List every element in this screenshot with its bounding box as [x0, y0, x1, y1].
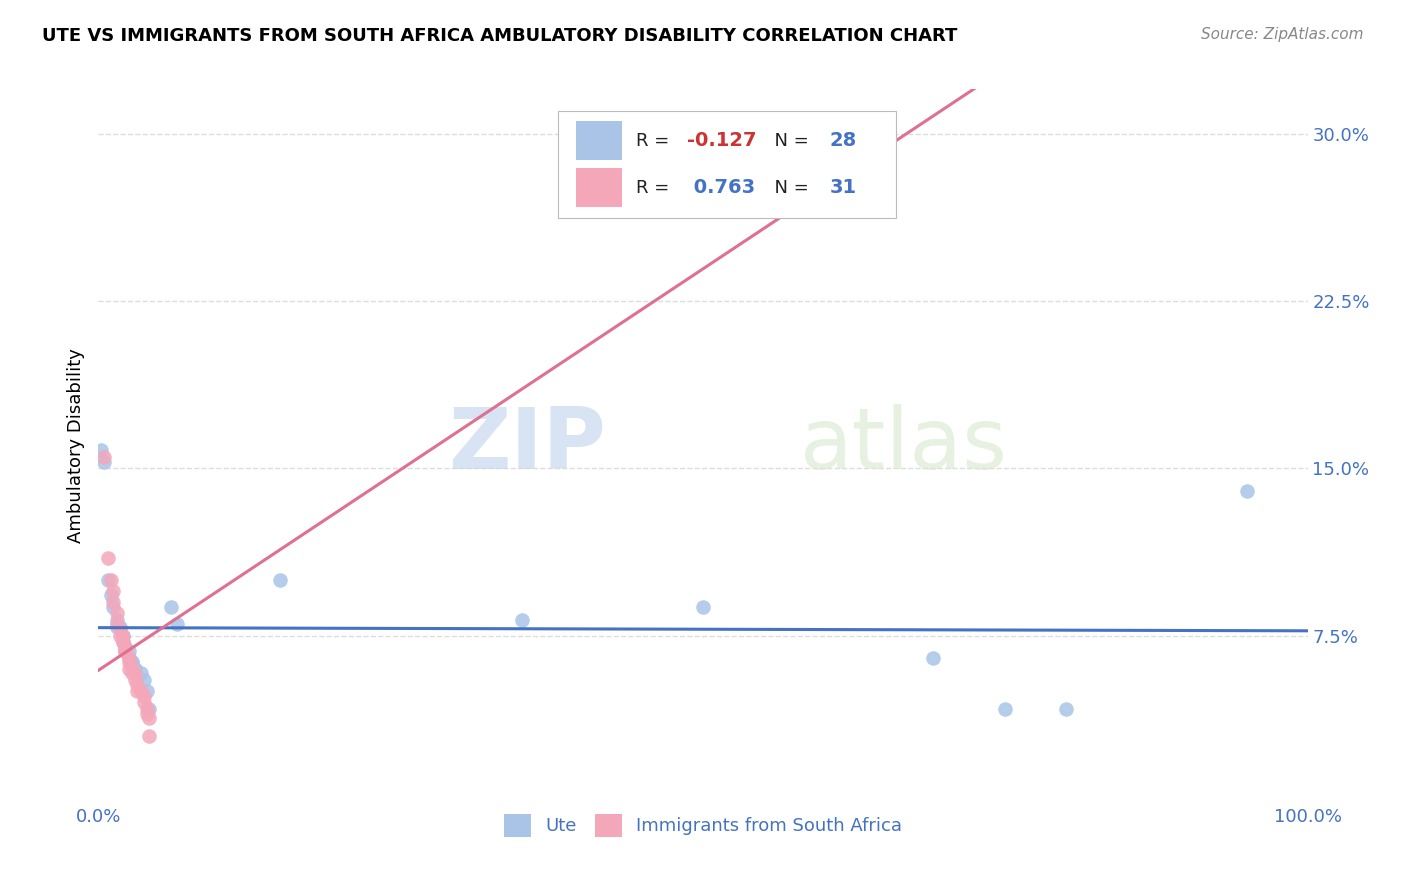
Point: [114, 640, 136, 654]
FancyBboxPatch shape: [558, 111, 897, 218]
Point: [101, 583, 124, 598]
Point: [100, 589, 122, 603]
Point: [97, 573, 120, 587]
Point: [124, 666, 146, 681]
Point: [105, 617, 128, 632]
Text: N =: N =: [763, 178, 815, 196]
Point: [101, 595, 124, 609]
Point: [114, 644, 136, 658]
Point: [692, 599, 714, 614]
Point: [105, 613, 128, 627]
FancyBboxPatch shape: [576, 168, 621, 207]
FancyBboxPatch shape: [576, 121, 621, 161]
Point: [994, 702, 1017, 716]
Point: [108, 622, 131, 636]
Point: [101, 599, 124, 614]
Point: [93, 454, 115, 469]
Point: [121, 655, 143, 669]
Point: [1054, 702, 1077, 716]
Point: [124, 662, 146, 676]
Point: [111, 628, 134, 642]
Text: Source: ZipAtlas.com: Source: ZipAtlas.com: [1201, 27, 1364, 42]
Point: [127, 684, 149, 698]
Point: [124, 673, 146, 687]
Point: [135, 702, 157, 716]
Point: [105, 619, 128, 633]
Point: [121, 666, 143, 681]
Text: 0.763: 0.763: [688, 178, 755, 197]
Point: [510, 613, 533, 627]
Text: 28: 28: [830, 131, 858, 150]
Point: [129, 684, 152, 698]
Point: [118, 651, 141, 665]
Point: [160, 599, 183, 614]
Point: [97, 550, 120, 565]
Point: [740, 194, 762, 208]
Point: [118, 662, 141, 676]
Point: [138, 711, 160, 725]
Point: [1236, 483, 1258, 498]
Point: [129, 666, 152, 681]
Point: [111, 635, 134, 649]
Point: [135, 706, 157, 721]
Point: [138, 729, 160, 743]
Point: [121, 655, 143, 669]
Point: [114, 644, 136, 658]
Point: [105, 607, 128, 621]
Text: -0.127: -0.127: [688, 131, 756, 150]
Point: [134, 689, 156, 703]
Text: atlas: atlas: [800, 404, 1008, 488]
Legend: Ute, Immigrants from South Africa: Ute, Immigrants from South Africa: [496, 807, 910, 844]
Point: [921, 651, 943, 665]
Point: [108, 628, 131, 642]
Point: [138, 702, 160, 716]
Point: [121, 662, 143, 676]
Point: [108, 619, 131, 633]
Point: [166, 617, 188, 632]
Point: [118, 655, 141, 669]
Point: [134, 673, 156, 687]
Text: UTE VS IMMIGRANTS FROM SOUTH AFRICA AMBULATORY DISABILITY CORRELATION CHART: UTE VS IMMIGRANTS FROM SOUTH AFRICA AMBU…: [42, 27, 957, 45]
Point: [93, 450, 115, 464]
Text: R =: R =: [637, 178, 675, 196]
Text: ZIP: ZIP: [449, 404, 606, 488]
Text: N =: N =: [763, 132, 815, 150]
Point: [135, 684, 157, 698]
Point: [134, 696, 156, 710]
Point: [90, 443, 112, 458]
Point: [114, 644, 136, 658]
Point: [124, 662, 146, 676]
Point: [118, 644, 141, 658]
Point: [111, 628, 134, 642]
Point: [118, 651, 141, 665]
Y-axis label: Ambulatory Disability: Ambulatory Disability: [66, 349, 84, 543]
Point: [127, 678, 149, 692]
Text: 31: 31: [830, 178, 858, 197]
Text: R =: R =: [637, 132, 675, 150]
Point: [100, 573, 122, 587]
Point: [269, 573, 291, 587]
Point: [114, 640, 136, 654]
Point: [111, 635, 134, 649]
